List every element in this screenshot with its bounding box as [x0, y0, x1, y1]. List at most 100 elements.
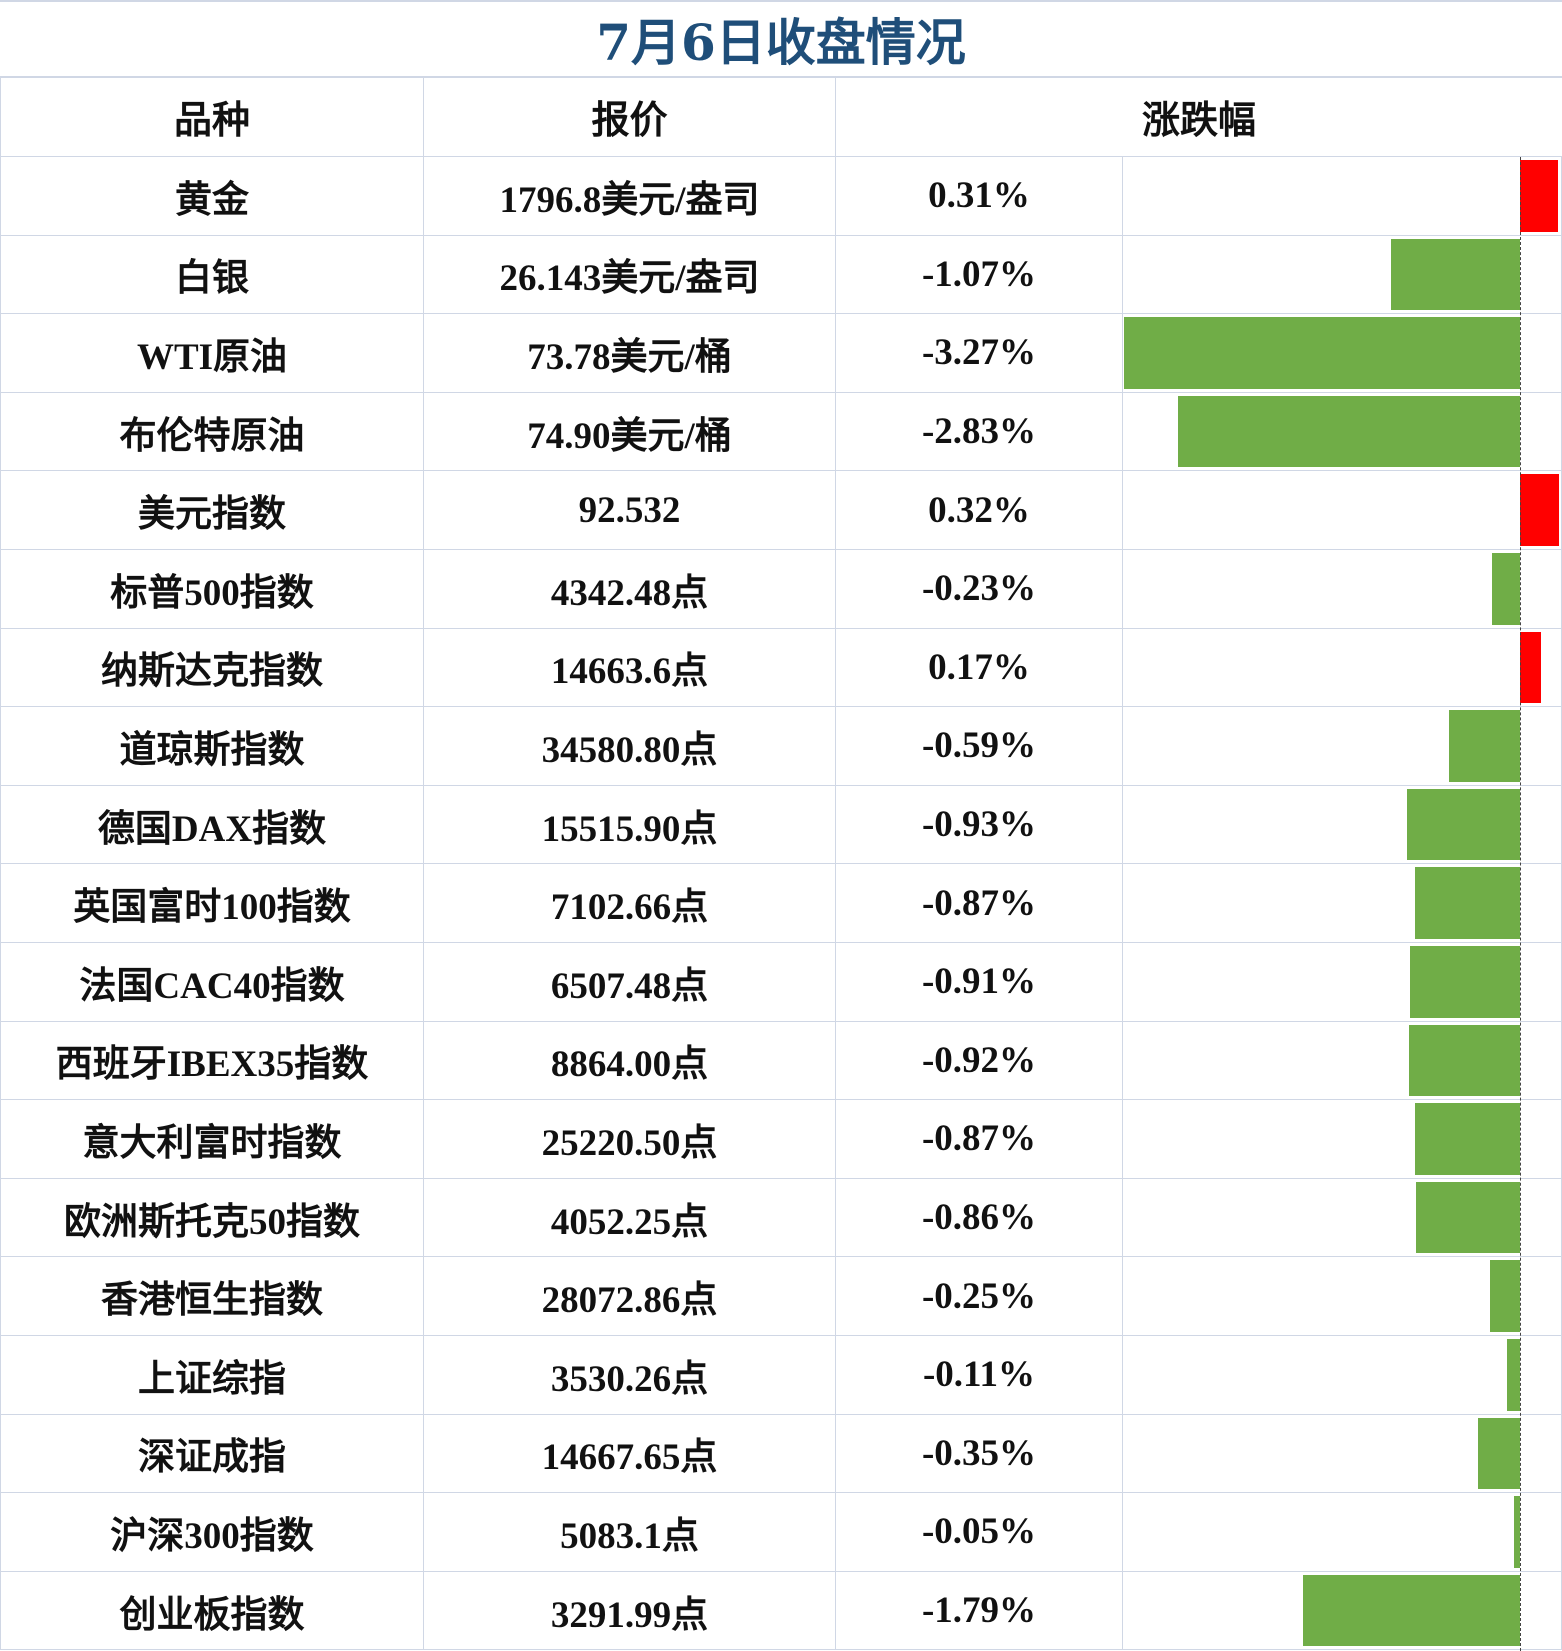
change-bar-down — [1303, 1574, 1520, 1647]
item-name: 标普500指数 — [0, 550, 424, 628]
table-row: 标普500指数 4342.48点 -0.23% — [0, 550, 1562, 629]
item-price: 14667.65点 — [424, 1414, 836, 1493]
change-bar-down — [1415, 1181, 1520, 1254]
item-price: 26.143美元/盎司 — [424, 235, 836, 314]
item-name: 上证综指 — [0, 1336, 424, 1414]
change-bar-cell — [1123, 157, 1562, 235]
change-bar-cell — [1123, 471, 1562, 549]
item-name: 深证成指 — [0, 1414, 424, 1493]
item-change: -0.93% — [836, 785, 1123, 864]
item-name: 香港恒生指数 — [0, 1257, 424, 1335]
header-change: 涨跌幅 — [1141, 100, 1256, 143]
table-row: 沪深300指数 5083.1点 -0.05% — [0, 1493, 1562, 1572]
item-name: 纳斯达克指数 — [0, 628, 424, 707]
item-change: -0.23% — [836, 550, 1123, 628]
item-name: 意大利富时指数 — [0, 1100, 424, 1178]
item-price: 7102.66点 — [424, 864, 836, 942]
table-row: 德国DAX指数 15515.90点 -0.93% — [0, 785, 1562, 865]
change-bar-down — [1124, 317, 1520, 389]
item-change: -0.86% — [836, 1178, 1123, 1257]
item-price: 28072.86点 — [424, 1257, 836, 1335]
item-change: 0.32% — [836, 471, 1123, 549]
table-row: 上证综指 3530.26点 -0.11% — [0, 1336, 1562, 1415]
item-change: -0.59% — [836, 707, 1123, 785]
item-change: -0.35% — [836, 1414, 1123, 1493]
table-row: 布伦特原油 74.90美元/桶 -2.83% — [0, 392, 1562, 472]
change-bar-cell — [1123, 1493, 1562, 1571]
change-bar-down — [1513, 1496, 1520, 1568]
item-change: 0.17% — [836, 628, 1123, 707]
item-name: 白银 — [0, 235, 424, 314]
table-row: 西班牙IBEX35指数 8864.00点 -0.92% — [0, 1021, 1562, 1101]
change-bar-up — [1520, 160, 1558, 232]
header-row: 品种 报价 涨跌幅 — [0, 78, 1562, 157]
change-bar-down — [1409, 946, 1520, 1018]
item-name: 欧洲斯托克50指数 — [0, 1178, 424, 1257]
item-name: 道琼斯指数 — [0, 707, 424, 785]
zero-axis-line — [1520, 157, 1521, 1651]
item-price: 14663.6点 — [424, 628, 836, 707]
item-name: 美元指数 — [0, 471, 424, 549]
item-change: -3.27% — [836, 314, 1123, 392]
item-change: 0.31% — [836, 157, 1123, 235]
item-change: -0.87% — [836, 864, 1123, 942]
item-change: -0.11% — [836, 1336, 1123, 1414]
change-bar-down — [1408, 1024, 1520, 1097]
item-change: -1.79% — [836, 1571, 1123, 1650]
table-row: 英国富时100指数 7102.66点 -0.87% — [0, 864, 1562, 943]
item-name: 沪深300指数 — [0, 1493, 424, 1571]
item-name: 西班牙IBEX35指数 — [0, 1021, 424, 1100]
change-bar-down — [1477, 1417, 1520, 1490]
item-price: 73.78美元/桶 — [424, 314, 836, 392]
table-row: 创业板指数 3291.99点 -1.79% — [0, 1571, 1562, 1651]
item-price: 1796.8美元/盎司 — [424, 157, 836, 235]
item-price: 4342.48点 — [424, 550, 836, 628]
change-bar-down — [1177, 395, 1520, 468]
item-change: -0.05% — [836, 1493, 1123, 1571]
change-bar-cell — [1123, 1336, 1562, 1414]
table-row: 意大利富时指数 25220.50点 -0.87% — [0, 1100, 1562, 1179]
change-bar-down — [1414, 867, 1520, 939]
table-row: 欧洲斯托克50指数 4052.25点 -0.86% — [0, 1178, 1562, 1258]
header-name: 品种 — [0, 78, 424, 156]
page-title: 7月6日收盘情况 — [0, 0, 1562, 78]
item-change: -0.25% — [836, 1257, 1123, 1335]
change-bar-cell — [1123, 628, 1562, 707]
item-name: 法国CAC40指数 — [0, 943, 424, 1021]
change-bar-down — [1448, 710, 1520, 782]
item-name: 黄金 — [0, 157, 424, 235]
item-price: 8864.00点 — [424, 1021, 836, 1100]
item-change: -2.83% — [836, 392, 1123, 471]
change-bar-up — [1520, 631, 1541, 704]
item-price: 3530.26点 — [424, 1336, 836, 1414]
item-price: 15515.90点 — [424, 785, 836, 864]
item-price: 25220.50点 — [424, 1100, 836, 1178]
change-bar-down — [1390, 238, 1520, 311]
header-price: 报价 — [424, 78, 836, 156]
table-row: 黄金 1796.8美元/盎司 0.31% — [0, 157, 1562, 236]
table-row: 香港恒生指数 28072.86点 -0.25% — [0, 1257, 1562, 1336]
item-price: 74.90美元/桶 — [424, 392, 836, 471]
change-bar-down — [1407, 788, 1520, 861]
change-bar-down — [1489, 1260, 1520, 1332]
item-name: 创业板指数 — [0, 1571, 424, 1650]
table-row: 深证成指 14667.65点 -0.35% — [0, 1414, 1562, 1494]
item-change: -0.87% — [836, 1100, 1123, 1178]
table-row: 白银 26.143美元/盎司 -1.07% — [0, 235, 1562, 315]
change-bar-down — [1414, 1103, 1520, 1175]
item-change: -0.92% — [836, 1021, 1123, 1100]
change-bar-up — [1520, 474, 1559, 546]
item-price: 34580.80点 — [424, 707, 836, 785]
item-price: 92.532 — [424, 471, 836, 549]
item-change: -1.07% — [836, 235, 1123, 314]
table-row: 美元指数 92.532 0.32% — [0, 471, 1562, 550]
item-change: -0.91% — [836, 943, 1123, 1021]
item-price: 4052.25点 — [424, 1178, 836, 1257]
item-name: WTI原油 — [0, 314, 424, 392]
item-price: 5083.1点 — [424, 1493, 836, 1571]
table-row: 道琼斯指数 34580.80点 -0.59% — [0, 707, 1562, 786]
table-row: WTI原油 73.78美元/桶 -3.27% — [0, 314, 1562, 393]
item-name: 德国DAX指数 — [0, 785, 424, 864]
table-row: 法国CAC40指数 6507.48点 -0.91% — [0, 943, 1562, 1022]
